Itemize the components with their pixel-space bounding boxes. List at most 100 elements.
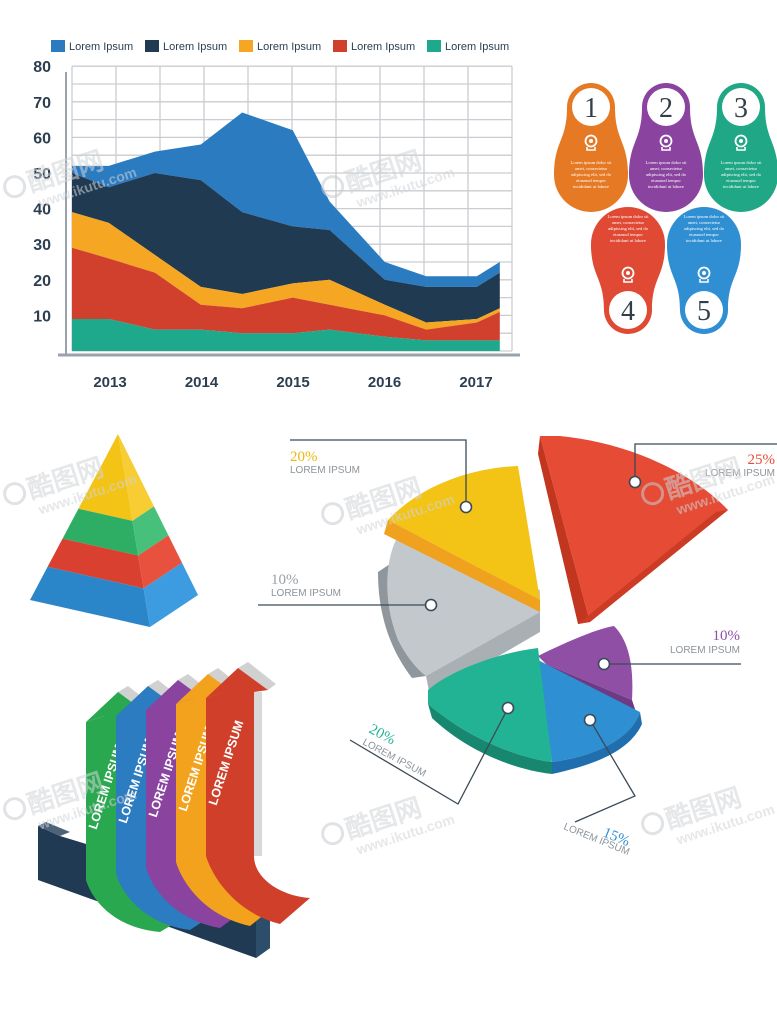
callout-line-teal: [349, 707, 509, 805]
pyramid-layer-2-front: [47, 538, 144, 589]
pie-value-yellow: 20%: [290, 449, 318, 465]
legend-swatch: [333, 40, 347, 52]
x-tick-label: 2015: [276, 374, 309, 391]
y-tick-label: 50: [33, 166, 51, 183]
pie-slice-yellow-top: [388, 466, 540, 600]
pie-label-grey: LOREM IPSUM: [271, 588, 341, 599]
pie-slice-purple-top: [538, 626, 633, 700]
legend-swatch: [51, 40, 65, 52]
area-series-0: [72, 112, 500, 287]
pie-value-purple: 10%: [713, 628, 741, 644]
numbered-steps: 1 Lorem ipsum dolor sit amet, consectetur a…: [554, 83, 777, 334]
step-4: 4 Lorem ipsum dolor sit amet, consectetur a…: [591, 207, 665, 334]
y-tick-label: 60: [33, 130, 51, 147]
step-number-badge: [609, 291, 647, 329]
legend-label: Lorem Ipsum: [257, 41, 321, 53]
pie-slice-red-top: [540, 436, 728, 622]
pyramid-layer-3-front: [30, 566, 150, 627]
step-description: Lorem ipsum dolor sit amet, consectetur ad…: [608, 214, 650, 243]
pie-slice-blue-top: [538, 660, 640, 762]
head-gear-icon: [659, 134, 673, 151]
area-series-group: [72, 112, 500, 351]
pie-slice-red-edge: [578, 510, 728, 624]
pyramid-layer-3-side: [143, 562, 198, 627]
pie-label-teal: LOREM IPSUM: [361, 737, 428, 780]
step-number: 5: [697, 296, 711, 327]
legend-label: Lorem Ipsum: [163, 41, 227, 53]
layered-pyramid: [30, 434, 198, 627]
callout-dot-yellow: [459, 500, 473, 514]
step-5: 5 Lorem ipsum dolor sit amet, consectetur a…: [667, 207, 741, 334]
step-2: 2 Lorem ipsum dolor sit amet, consectetur a…: [629, 83, 703, 212]
callout-line-yellow: [290, 439, 467, 507]
x-tick-labels: 2013 2014 2015 2016 2017: [93, 374, 492, 391]
head-gear-icon: [584, 134, 598, 151]
stacked-area-chart: Lorem Ipsum Lorem Ipsum Lorem Ipsum Lorem I…: [33, 40, 520, 391]
step-3: 3 Lorem ipsum dolor sit amet, consectetur a…: [704, 83, 777, 212]
y-tick-labels: 10 20 30 40 50 60 70 80: [33, 59, 51, 325]
step-number-badge: [685, 291, 723, 329]
arrow-4: LOREM IPSUM: [206, 662, 310, 924]
pie-value-red: 25%: [748, 452, 776, 468]
step-description: Lorem ipsum dolor sit amet, consectetur ad…: [684, 214, 726, 243]
legend-swatch: [145, 40, 159, 52]
step-description: Lorem ipsum dolor sit amet, consectetur ad…: [721, 160, 763, 189]
head-gear-icon: [734, 134, 748, 151]
y-tick-label: 70: [33, 95, 51, 112]
pyramid-layer-2-side: [138, 535, 182, 589]
head-gear-icon: [697, 266, 711, 283]
callout-line-blue: [574, 719, 636, 823]
step-number: 4: [621, 296, 635, 327]
callout-line-red: [634, 443, 777, 482]
pyramid-layer-1-side: [132, 506, 169, 556]
y-tick-label: 80: [33, 59, 51, 76]
legend-label: Lorem Ipsum: [69, 41, 133, 53]
pie-label-purple: LOREM IPSUM: [670, 645, 740, 656]
step-1: 1 Lorem ipsum dolor sit amet, consectetur a…: [554, 83, 628, 212]
chart-legend: Lorem Ipsum Lorem Ipsum Lorem Ipsum Lorem I…: [51, 40, 509, 53]
legend-swatch: [239, 40, 253, 52]
callout-dot-purple: [597, 657, 611, 671]
y-tick-label: 40: [33, 202, 51, 219]
step-number-badge: [722, 88, 760, 126]
pyramid-layer-0-side: [118, 434, 154, 521]
step-number: 3: [734, 93, 748, 124]
pie-value-grey: 10%: [271, 572, 299, 588]
legend-label: Lorem Ipsum: [445, 41, 509, 53]
chart-axes: [58, 72, 520, 357]
area-series-2: [72, 212, 500, 330]
step-number: 2: [659, 93, 673, 124]
pie-label-red: LOREM IPSUM: [705, 468, 775, 479]
pie-slice-red-side: [538, 436, 590, 624]
y-tick-label: 20: [33, 273, 51, 290]
callout-dot-red: [628, 475, 642, 489]
legend-swatch: [427, 40, 441, 52]
exploded-3d-pie: [378, 436, 728, 774]
callout-dot-teal: [501, 701, 515, 715]
area-series-3: [72, 247, 500, 341]
area-series-4: [72, 318, 500, 351]
step-description: Lorem ipsum dolor sit amet, consectetur ad…: [646, 160, 688, 189]
x-tick-label: 2017: [459, 374, 492, 391]
y-tick-label: 30: [33, 237, 51, 254]
y-tick-label: 10: [33, 308, 51, 325]
pie-slice-yellow-edge: [384, 520, 540, 612]
step-number-badge: [572, 88, 610, 126]
x-tick-label: 2013: [93, 374, 126, 391]
x-tick-label: 2014: [185, 374, 219, 391]
step-description: Lorem ipsum dolor sit amet, consectetur ad…: [571, 160, 613, 189]
callout-dot-grey: [424, 598, 438, 612]
callout-dot-blue: [583, 713, 597, 727]
pie-slice-teal-edge: [428, 704, 552, 774]
pie-label-yellow: LOREM IPSUM: [290, 465, 360, 476]
step-number-badge: [647, 88, 685, 126]
pie-slice-grey-top: [387, 540, 540, 676]
legend-label: Lorem Ipsum: [351, 41, 415, 53]
pyramid-layer-1-front: [62, 508, 139, 556]
head-gear-icon: [621, 266, 635, 283]
pyramid-layer-0-front: [78, 434, 133, 521]
